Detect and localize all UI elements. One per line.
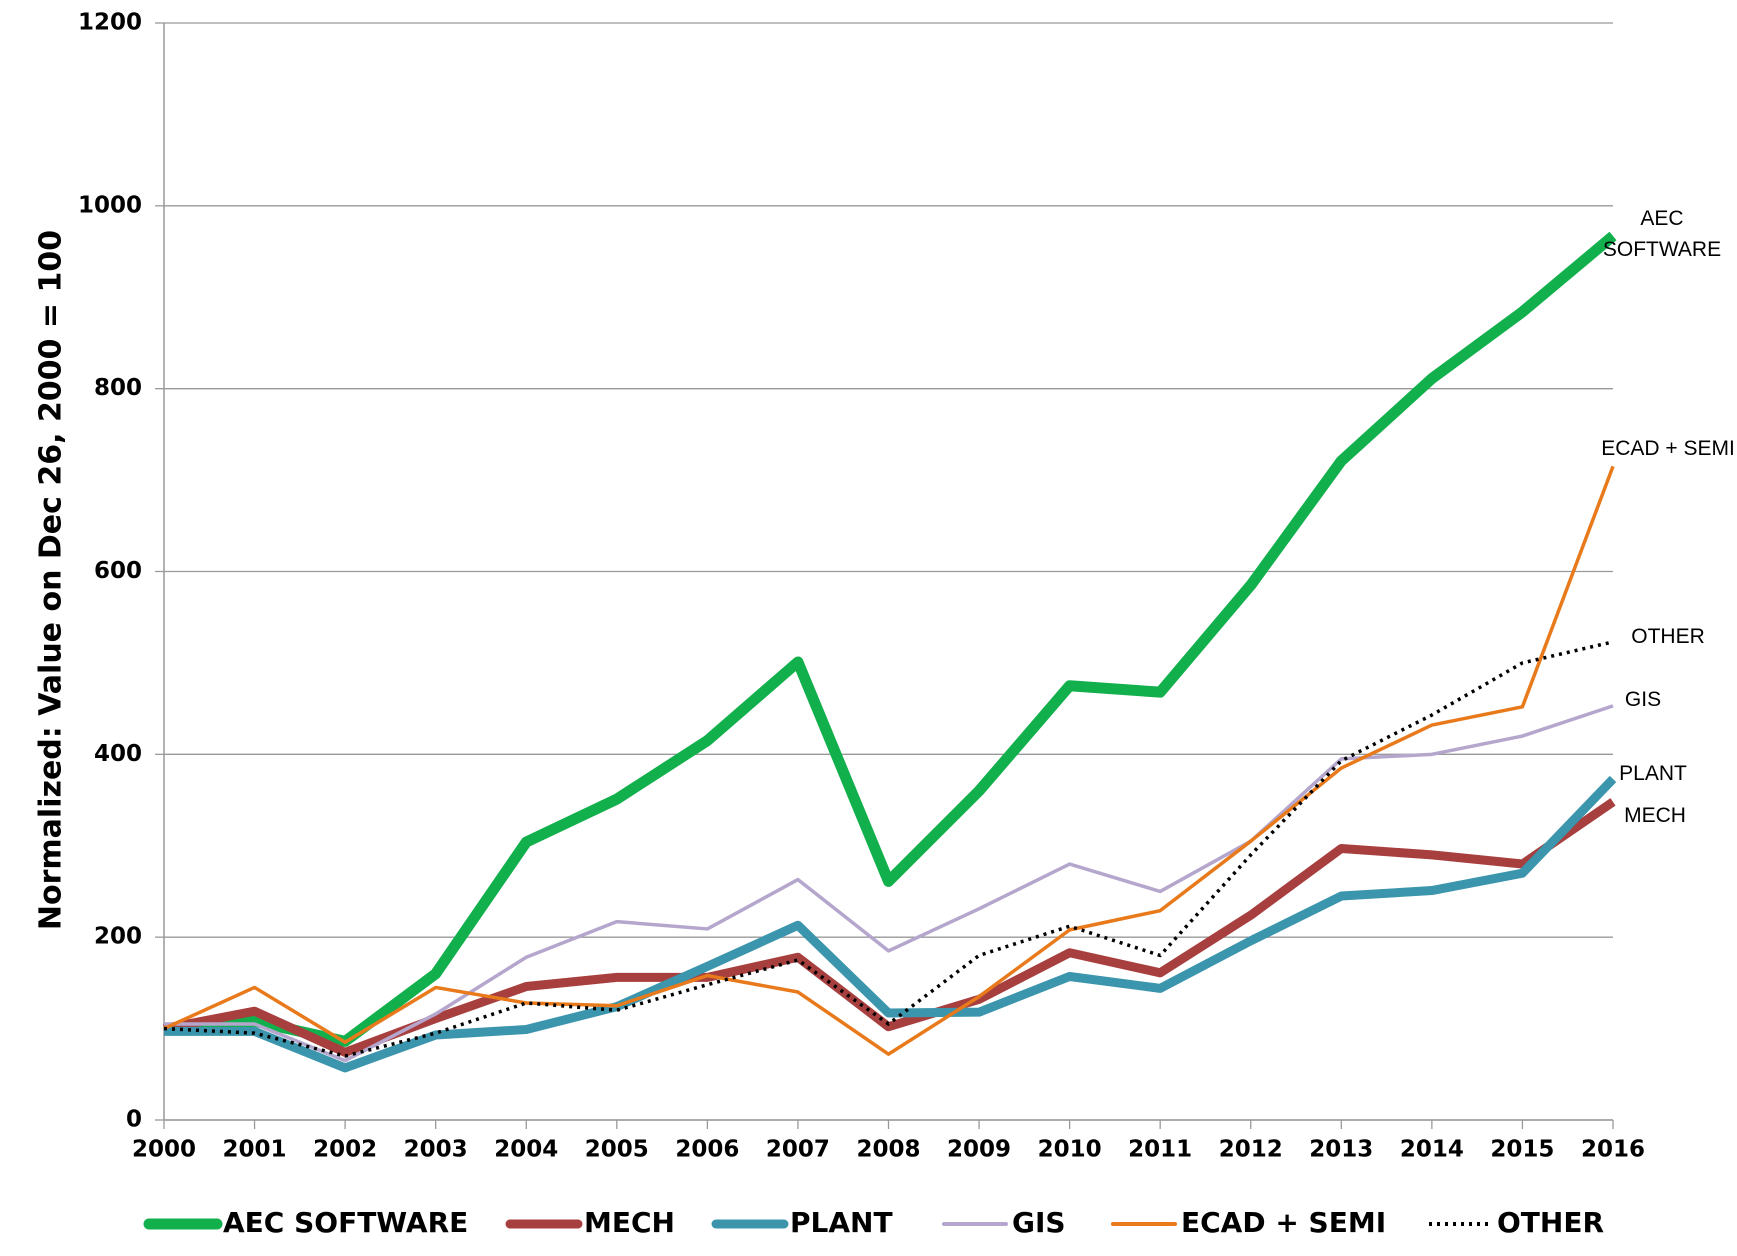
series-line <box>164 775 1617 1073</box>
x-tick-label: 2006 <box>675 1137 739 1163</box>
end-label: ECAD + SEMI <box>1601 437 1735 460</box>
legend-label: AEC SOFTWARE <box>223 1206 468 1239</box>
series-line <box>163 231 1617 1047</box>
x-tick-label: 2004 <box>494 1137 558 1163</box>
y-tick-label: 1200 <box>78 10 142 36</box>
legend-label: PLANT <box>790 1206 893 1239</box>
series-line <box>163 640 1614 1058</box>
x-tick-label: 2003 <box>404 1137 468 1163</box>
end-label: OTHER <box>1631 625 1705 648</box>
y-tick-label: 800 <box>94 375 142 401</box>
legend-label: ECAD + SEMI <box>1181 1206 1386 1239</box>
end-label: MECH <box>1624 804 1686 827</box>
x-tick-label: 2005 <box>585 1137 649 1163</box>
y-tick-label: 200 <box>94 924 142 950</box>
x-tick-label: 2011 <box>1128 1137 1192 1163</box>
x-tick-label: 2013 <box>1309 1137 1373 1163</box>
x-tick-label: 2002 <box>313 1137 377 1163</box>
end-label-line: PLANT <box>1619 762 1687 785</box>
x-tick-label: 2016 <box>1581 1137 1645 1163</box>
end-label: PLANT <box>1619 762 1687 785</box>
y-tick-label: 1000 <box>78 192 142 218</box>
x-tick-label: 2010 <box>1038 1137 1102 1163</box>
series-line <box>164 704 1614 1063</box>
y-axis-label: Normalized: Value on Dec 26, 2000 = 100 <box>34 230 69 930</box>
y-tick-label: 0 <box>126 1107 142 1133</box>
end-label-line: OTHER <box>1631 625 1705 648</box>
end-label: GIS <box>1625 688 1661 711</box>
y-tick-label: 600 <box>94 558 142 584</box>
legend-label: GIS <box>1012 1206 1066 1239</box>
end-label-line: ECAD + SEMI <box>1601 437 1735 460</box>
end-label-line: AEC <box>1640 207 1683 230</box>
series-line <box>163 465 1615 1056</box>
x-tick-label: 2000 <box>132 1137 196 1163</box>
end-label: AEC SOFTWARE <box>1603 207 1721 261</box>
x-tick-label: 2007 <box>766 1137 830 1163</box>
x-tick-label: 2001 <box>223 1137 287 1163</box>
y-tick-label: 400 <box>94 741 142 767</box>
end-label-line: GIS <box>1625 688 1661 711</box>
end-label-line: MECH <box>1624 804 1686 827</box>
legend-label: OTHER <box>1497 1206 1604 1239</box>
x-tick-label: 2009 <box>947 1137 1011 1163</box>
x-tick-label: 2014 <box>1400 1137 1464 1163</box>
end-label-line: SOFTWARE <box>1603 238 1721 261</box>
x-tick-label: 2008 <box>856 1137 920 1163</box>
legend-label: MECH <box>584 1206 675 1239</box>
x-tick-label: 2012 <box>1219 1137 1283 1163</box>
x-tick-label: 2015 <box>1490 1137 1554 1163</box>
